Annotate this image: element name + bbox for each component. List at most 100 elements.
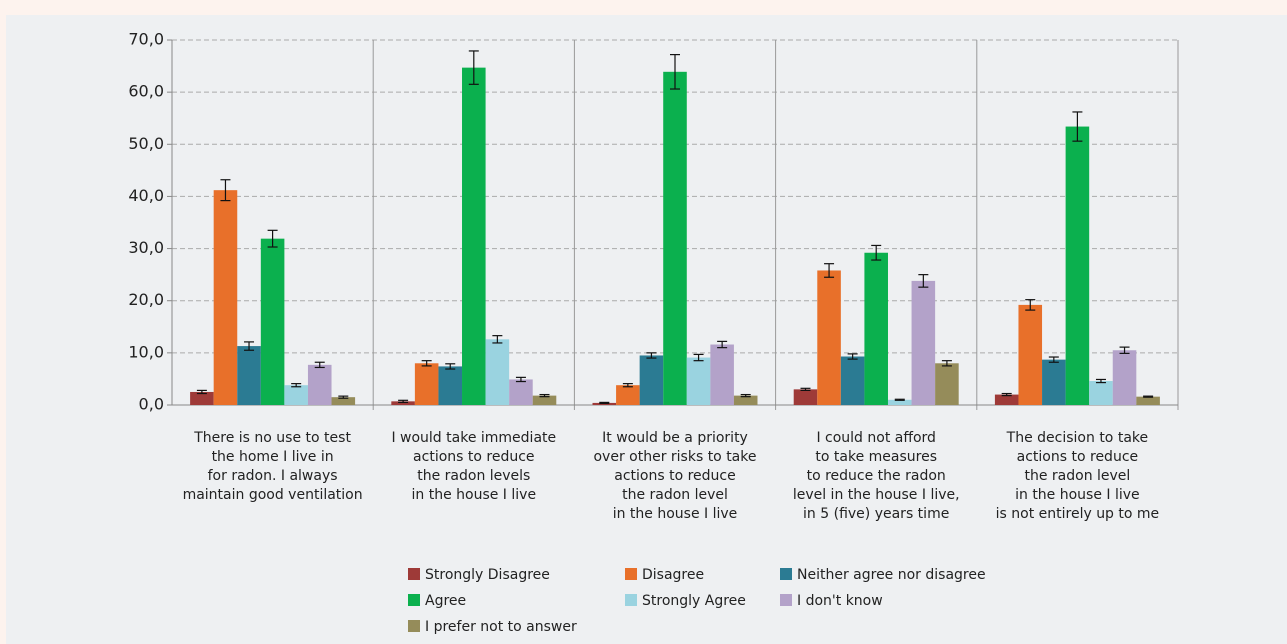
x-tick-label: in 5 (five) years time	[803, 506, 949, 522]
legend-label: I prefer not to answer	[425, 619, 577, 635]
bar	[864, 252, 888, 405]
bar	[639, 355, 664, 405]
x-tick-label: I would take immediate	[391, 430, 556, 446]
bar	[911, 280, 936, 405]
x-tick-label: to reduce the radon	[807, 468, 946, 484]
bar	[994, 394, 1019, 405]
error-bar	[267, 229, 278, 248]
bar	[887, 399, 912, 405]
bar	[213, 190, 238, 405]
error-bar	[196, 389, 207, 395]
y-tick-label: 10,0	[128, 342, 164, 361]
bar	[733, 395, 758, 405]
bar	[935, 363, 959, 405]
bar	[793, 389, 818, 405]
error-bar	[918, 274, 929, 288]
x-tick-label: It would be a priority	[602, 430, 748, 446]
x-tick-label: to take measures	[815, 449, 937, 465]
panel	[6, 15, 1287, 644]
error-bar	[871, 244, 882, 261]
y-tick-label: 30,0	[128, 238, 164, 257]
error-bar	[1072, 111, 1083, 142]
x-tick-label: for radon. I always	[208, 468, 338, 484]
bar	[237, 346, 261, 405]
bar	[307, 364, 332, 405]
bar	[1136, 396, 1160, 405]
x-tick-label: the radon levels	[417, 468, 530, 484]
x-tick-label: the radon level	[622, 487, 728, 503]
x-tick-label: in the house I live	[1015, 487, 1140, 503]
y-tick-label: 70,0	[128, 30, 164, 49]
error-bar	[894, 398, 905, 401]
y-tick-label: 40,0	[128, 186, 164, 205]
error-bar	[291, 383, 302, 388]
x-tick-label: the radon level	[1024, 468, 1130, 484]
bar	[1112, 350, 1137, 405]
x-tick-label: maintain good ventilation	[183, 487, 363, 503]
bar	[331, 397, 356, 405]
error-bar	[1001, 392, 1012, 397]
bar	[1089, 381, 1113, 405]
bar	[509, 379, 533, 405]
x-tick-label: level in the house I live,	[793, 487, 960, 503]
legend-swatch	[408, 594, 420, 606]
error-bar	[1143, 395, 1154, 398]
error-bar	[717, 340, 728, 349]
x-tick-label: over other risks to take	[593, 449, 756, 465]
bar	[438, 366, 463, 405]
error-bar	[1095, 378, 1106, 384]
error-bar	[445, 363, 456, 370]
x-tick-label: actions to reduce	[614, 468, 735, 484]
error-bar	[670, 53, 680, 90]
legend-label: Agree	[425, 593, 466, 609]
bar	[462, 67, 486, 405]
bar	[284, 385, 308, 405]
bar	[1018, 304, 1043, 405]
legend-label: Strongly Agree	[642, 593, 746, 609]
legend-label: Neither agree nor disagree	[797, 567, 986, 583]
legend-swatch	[625, 594, 637, 606]
y-tick-label: 60,0	[128, 82, 164, 101]
error-bar	[941, 360, 952, 367]
error-bar	[1048, 356, 1059, 363]
legend-swatch	[625, 568, 637, 580]
error-bar	[1119, 346, 1130, 354]
error-bar	[622, 383, 633, 388]
bar	[817, 270, 841, 405]
error-bar	[847, 353, 858, 360]
x-tick-label: actions to reduce	[413, 449, 534, 465]
bar	[391, 401, 415, 405]
error-bar	[220, 179, 231, 202]
legend-label: Disagree	[642, 567, 704, 583]
y-tick-label: 50,0	[128, 134, 164, 153]
error-bar	[421, 360, 432, 367]
y-tick-label: 0,0	[139, 395, 164, 414]
error-bar	[693, 353, 704, 362]
error-bar	[314, 361, 325, 369]
legend-swatch	[408, 568, 420, 580]
bar	[532, 395, 557, 405]
legend-label: Strongly Disagree	[425, 567, 550, 583]
x-tick-label: in the house I live	[613, 506, 738, 522]
error-bar	[468, 50, 479, 85]
legend-label: I don't know	[797, 593, 883, 609]
x-tick-label: in the house I live	[412, 487, 537, 503]
x-tick-label: the home I live in	[212, 449, 334, 465]
bar	[190, 391, 214, 405]
x-tick-label: actions to reduce	[1017, 449, 1138, 465]
error-bar	[646, 352, 657, 359]
error-bar	[1025, 299, 1036, 311]
legend-swatch	[408, 620, 420, 632]
bar	[686, 357, 711, 405]
bar	[840, 356, 865, 405]
error-bar	[740, 393, 751, 398]
y-tick-label: 20,0	[128, 290, 164, 309]
x-tick-label: The decision to take	[1006, 430, 1148, 446]
error-bar	[800, 387, 811, 391]
legend-swatch	[780, 568, 792, 580]
error-bar	[824, 263, 835, 278]
bar	[1065, 126, 1090, 406]
bar	[663, 71, 687, 406]
x-tick-label: I could not afford	[816, 430, 936, 446]
